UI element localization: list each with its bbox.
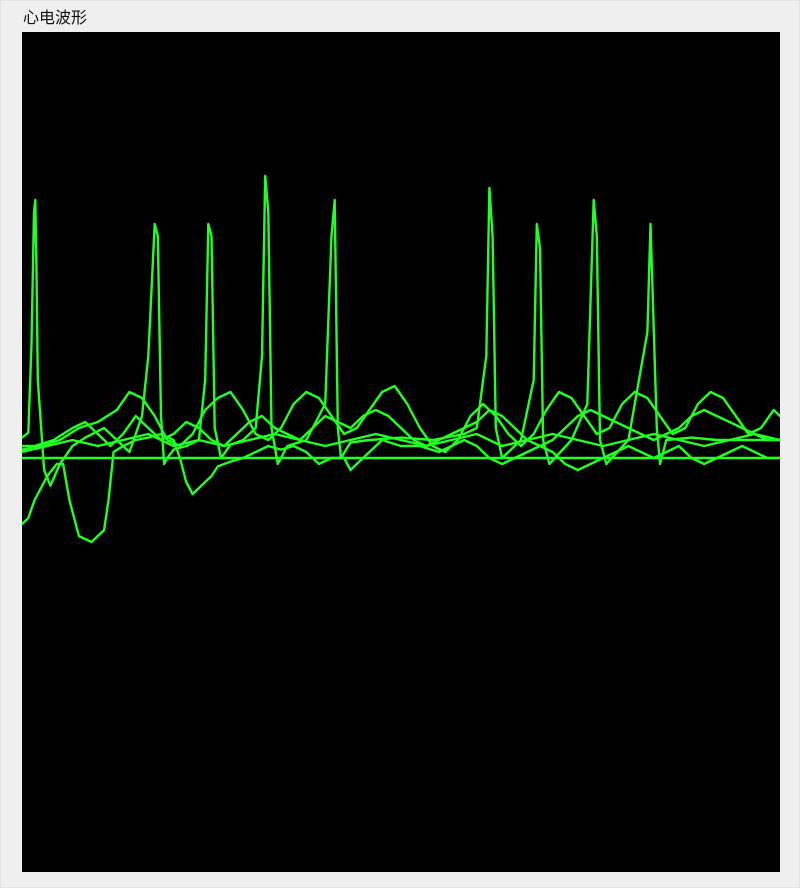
ecg-series-line: [22, 384, 780, 454]
ecg-waveform-chart: [22, 174, 780, 544]
ecg-series-line: [22, 432, 780, 454]
window-title: 心电波形: [23, 8, 88, 27]
ecg-plot-area: [22, 32, 780, 872]
ecg-series-line: [22, 432, 780, 544]
